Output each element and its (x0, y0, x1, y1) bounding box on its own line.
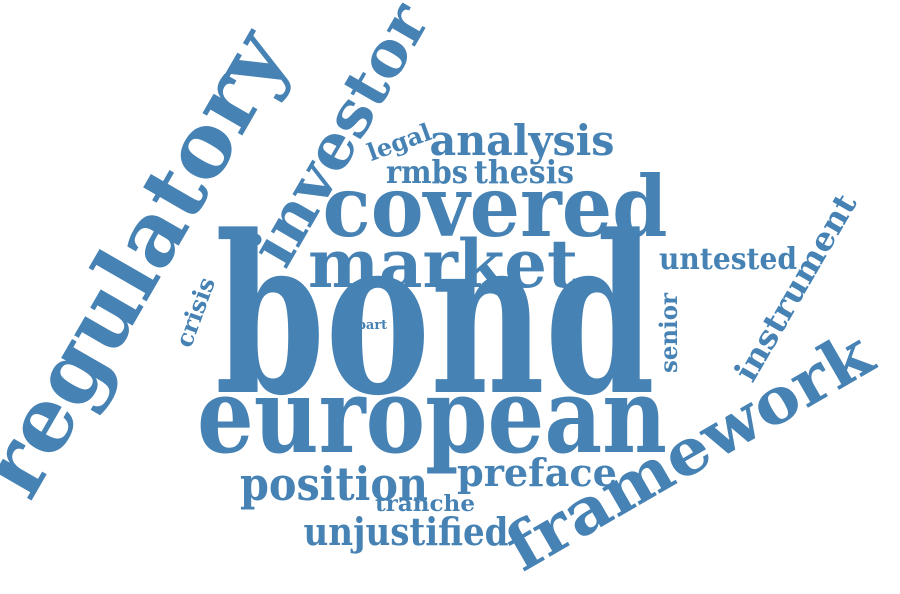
word-preface: preface (457, 450, 617, 495)
word-part: part (357, 318, 387, 333)
word-position: position (240, 457, 428, 511)
word-european: european (197, 354, 667, 477)
word-unjustified: unjustified (304, 509, 509, 554)
word-thesis: thesis (474, 153, 574, 191)
word-tranche: tranche (375, 491, 475, 517)
word-untested: untested (659, 242, 797, 277)
word-covered: covered (323, 157, 668, 256)
word-market: market (308, 225, 579, 303)
word-analysis: analysis (430, 116, 615, 165)
word-senior: senior (654, 293, 683, 373)
word-rmbs: rmbs (386, 153, 468, 191)
word-bond: bond (215, 188, 655, 444)
